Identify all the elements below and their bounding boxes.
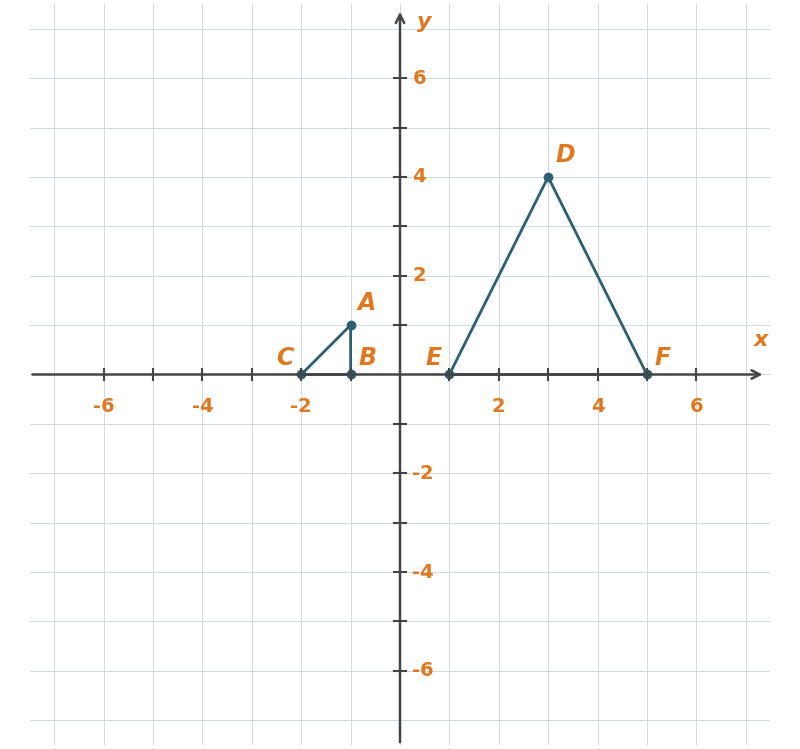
Text: -4: -4 [412, 562, 434, 581]
Text: C: C [277, 345, 294, 369]
Text: 4: 4 [412, 168, 426, 187]
Text: y: y [418, 11, 432, 31]
Text: F: F [654, 345, 670, 369]
Text: -6: -6 [412, 661, 434, 680]
Text: 2: 2 [492, 397, 506, 416]
Text: -6: -6 [93, 397, 114, 416]
Text: E: E [426, 345, 442, 369]
Text: 6: 6 [690, 397, 703, 416]
Text: -2: -2 [290, 397, 312, 416]
Text: A: A [358, 291, 376, 315]
Text: B: B [358, 345, 376, 369]
Text: 6: 6 [412, 69, 426, 88]
Text: -2: -2 [412, 464, 434, 483]
Text: -4: -4 [192, 397, 214, 416]
Text: x: x [754, 330, 768, 350]
Text: 2: 2 [412, 266, 426, 285]
Text: 4: 4 [590, 397, 604, 416]
Text: D: D [555, 143, 575, 167]
